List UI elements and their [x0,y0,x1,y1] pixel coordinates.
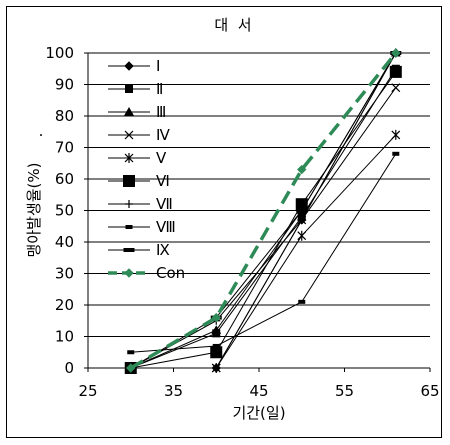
data-point-10 [211,312,221,323]
legend-marker [124,130,134,140]
legend-label: Ⅰ [156,57,160,75]
legend-label: Ⅲ [156,103,166,121]
legend-marker [124,153,134,163]
series-group [124,47,402,374]
axes [84,52,431,372]
series-line-6 [130,71,397,369]
y-tick-label: 100 [45,44,74,62]
y-tick-label: 40 [55,233,74,251]
y-axis-mark: . [39,122,44,140]
legend-label: Ⅳ [156,126,170,144]
legend-label: Con [156,264,185,282]
legend-item: Ⅷ [108,218,176,236]
y-tick-label: 70 [55,139,74,157]
series-line-10 [129,51,398,370]
y-tick-label: 60 [55,170,74,188]
legend-marker [123,175,135,187]
series-line-8 [130,153,397,353]
legend-item: Ⅰ [108,57,160,75]
legend-label: Ⅷ [156,218,176,236]
data-point-5 [391,129,401,140]
data-point-4 [391,83,401,93]
x-tick-label: 25 [78,382,97,400]
data-point-6 [210,346,223,359]
legend-marker [125,225,133,229]
x-tick-label: 65 [420,382,439,400]
legend-item: Ⅶ [108,195,173,213]
y-tick-label: 20 [55,296,74,314]
y-tick-labels: 0 10 20 30 40 50 60 70 80 90 100 [45,44,74,377]
legend-label: Ⅶ [156,195,173,213]
legend-item: Ⅲ [108,103,166,121]
y-tick-label: 90 [55,76,74,94]
legend-item: Ⅵ [108,172,170,190]
legend-marker [125,200,133,208]
data-point-10 [297,164,307,175]
y-tick-label: 80 [55,107,74,125]
data-point-10 [126,363,136,373]
legend-marker [123,248,135,252]
x-axis-label: 기간(일) [232,404,285,422]
legend-item: Ⅳ [108,126,170,144]
data-point-5 [297,230,307,241]
legend-marker [124,61,134,71]
legend-item: Ⅸ [108,241,170,259]
data-point-8 [392,151,400,156]
chart-frame [6,6,442,438]
legend-label: Ⅱ [156,80,163,98]
y-axis-label: 맹아발생율(%) [25,163,43,258]
data-point-7 [297,215,306,224]
data-point-10 [391,48,401,58]
y-tick-label: 50 [55,202,74,220]
y-tick-label: 0 [64,359,74,377]
legend-marker [124,268,134,278]
legend-item: Ⅱ [108,80,163,98]
data-point-5 [211,363,221,373]
data-point-8 [298,299,306,304]
legend-item: Con [108,264,185,282]
series-line-2 [130,68,397,369]
legend-marker [124,106,134,116]
x-tick-label: 55 [335,382,354,400]
x-tick-labels: 25 35 45 55 65 [78,382,439,400]
y-tick-label: 30 [55,265,74,283]
data-point-8 [127,350,135,355]
legend-label: Ⅴ [156,149,167,167]
data-point-9 [296,208,308,213]
data-point-3 [211,325,222,334]
y-tick-label: 10 [55,328,74,346]
x-tick-label: 35 [164,382,183,400]
series-line-5 [130,134,397,369]
grid-lines [88,52,430,337]
legend: Ⅰ Ⅱ Ⅲ Ⅳ Ⅴ Ⅵ Ⅶ Ⅷ Ⅸ Con [108,57,185,282]
data-point-8 [212,343,220,348]
chart-title: 대 서 [214,16,251,34]
legend-marker [125,85,133,93]
legend-label: Ⅸ [156,241,170,259]
legend-label: Ⅵ [156,172,170,190]
data-point-6 [389,65,402,78]
legend-item: Ⅴ [108,149,167,167]
x-tick-label: 45 [249,382,268,400]
